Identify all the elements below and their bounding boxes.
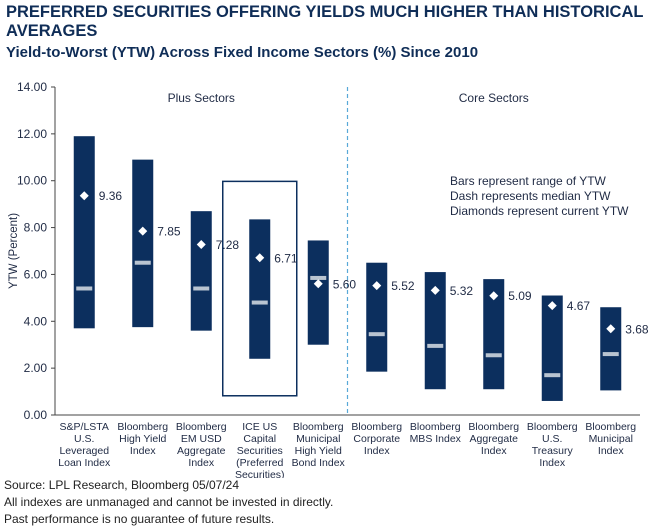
range-bar	[483, 279, 505, 390]
range-bar	[307, 240, 329, 345]
group-label-core: Core Sectors	[459, 91, 529, 105]
current-value-label: 5.52	[391, 279, 415, 293]
median-dash	[602, 352, 619, 357]
source-note: Source: LPL Research, Bloomberg 05/07/24	[4, 478, 240, 492]
category-label: Treasury	[532, 445, 574, 457]
range-bar	[73, 136, 95, 329]
category-label: EM USD	[181, 433, 222, 445]
range-bar	[249, 219, 271, 359]
category-label: Index	[598, 445, 624, 457]
category-label: Municipal	[589, 433, 633, 445]
median-dash	[310, 275, 327, 280]
category-label: Index	[364, 445, 390, 457]
category-label: Bloomberg	[176, 421, 227, 433]
range-bar	[600, 307, 622, 391]
y-tick-label: 2.00	[24, 361, 48, 375]
current-value-label: 5.60	[333, 277, 357, 291]
legend-text: Diamonds represent current YTW	[450, 204, 629, 218]
y-tick-label: 0.00	[24, 408, 48, 422]
category-label: Index	[130, 445, 156, 457]
category-label: Bloomberg	[410, 421, 461, 433]
current-value-label: 6.71	[274, 251, 298, 265]
category-label: ICE US	[242, 421, 277, 433]
y-tick-label: 4.00	[24, 314, 48, 328]
median-dash	[134, 260, 151, 265]
median-dash	[193, 286, 210, 291]
current-diamond	[547, 301, 557, 311]
current-value-label: 5.32	[450, 284, 474, 298]
category-label: U.S.	[74, 433, 94, 445]
range-bar	[541, 295, 563, 401]
current-diamond	[79, 191, 89, 201]
range-bar	[132, 159, 154, 328]
current-diamond	[372, 281, 382, 291]
current-diamond	[430, 285, 440, 295]
y-tick-label: 14.00	[17, 80, 47, 94]
median-dash	[544, 373, 561, 378]
group-label-plus: Plus Sectors	[168, 91, 235, 105]
current-diamond	[313, 279, 323, 289]
category-label: Bond Index	[292, 457, 346, 469]
category-label: (Preferred	[236, 457, 283, 469]
category-label: Bloomberg	[527, 421, 578, 433]
category-label: Bloomberg	[293, 421, 344, 433]
category-label: S&P/LSTA	[60, 421, 109, 433]
category-label: Capital	[243, 433, 276, 445]
category-label: Securities	[237, 445, 283, 457]
category-label: Corporate	[353, 433, 400, 445]
category-label: Loan Index	[58, 457, 111, 469]
median-dash	[251, 300, 268, 305]
legend-text: Dash represents median YTW	[450, 189, 611, 203]
category-label: Index	[481, 445, 507, 457]
category-label: Municipal	[296, 433, 340, 445]
chart-subtitle: Yield-to-Worst (YTW) Across Fixed Income…	[6, 44, 479, 61]
legend-text: Bars represent range of YTW	[450, 174, 607, 188]
disclaimer-note: All indexes are unmanaged and cannot be …	[4, 495, 334, 509]
current-value-label: 3.68	[625, 322, 649, 336]
performance-note: Past performance is no guarantee of futu…	[4, 512, 275, 526]
y-tick-label: 10.00	[17, 174, 47, 188]
range-bar	[190, 211, 212, 331]
category-label: MBS Index	[410, 433, 462, 445]
category-label: High Yield	[295, 445, 342, 457]
current-diamond	[489, 291, 499, 301]
current-diamond	[138, 226, 148, 236]
current-value-label: 9.36	[99, 189, 123, 203]
category-label: Bloomberg	[585, 421, 636, 433]
category-label: Bloomberg	[468, 421, 519, 433]
category-label: High Yield	[119, 433, 166, 445]
current-value-label: 5.09	[508, 289, 532, 303]
y-tick-label: 12.00	[17, 127, 47, 141]
current-diamond	[255, 253, 265, 263]
range-chart: 0.00 2.00 4.00 6.00 8.00 10.00 12.00 14.00 YTW (…	[8, 80, 649, 478]
median-dash	[427, 343, 444, 348]
range-bar	[424, 272, 446, 390]
y-tick-label: 8.00	[24, 221, 48, 235]
category-label: Securities)	[235, 469, 285, 478]
current-diamond	[196, 239, 206, 249]
y-tick-label: 6.00	[24, 267, 48, 281]
chart-title: PREFERRED SECURITIES OFFERING YIELDS MUC…	[6, 3, 644, 40]
median-dash	[485, 353, 502, 358]
current-value-label: 7.85	[157, 225, 181, 239]
category-label: Aggregate	[177, 445, 226, 457]
current-value-label: 4.67	[567, 299, 591, 313]
highlight-box	[222, 180, 298, 397]
y-axis-label: YTW (Percent)	[8, 213, 20, 289]
category-label: Bloomberg	[117, 421, 168, 433]
category-label: Leveraged	[59, 445, 109, 457]
category-label: Index	[539, 457, 565, 469]
range-bar	[366, 262, 388, 372]
current-value-label: 7.28	[216, 238, 240, 252]
category-label: Bloomberg	[351, 421, 402, 433]
category-label: Aggregate	[470, 433, 519, 445]
category-label: Index	[188, 457, 214, 469]
median-dash	[76, 286, 93, 291]
median-dash	[368, 332, 385, 337]
current-diamond	[606, 324, 616, 334]
category-label: U.S.	[542, 433, 562, 445]
